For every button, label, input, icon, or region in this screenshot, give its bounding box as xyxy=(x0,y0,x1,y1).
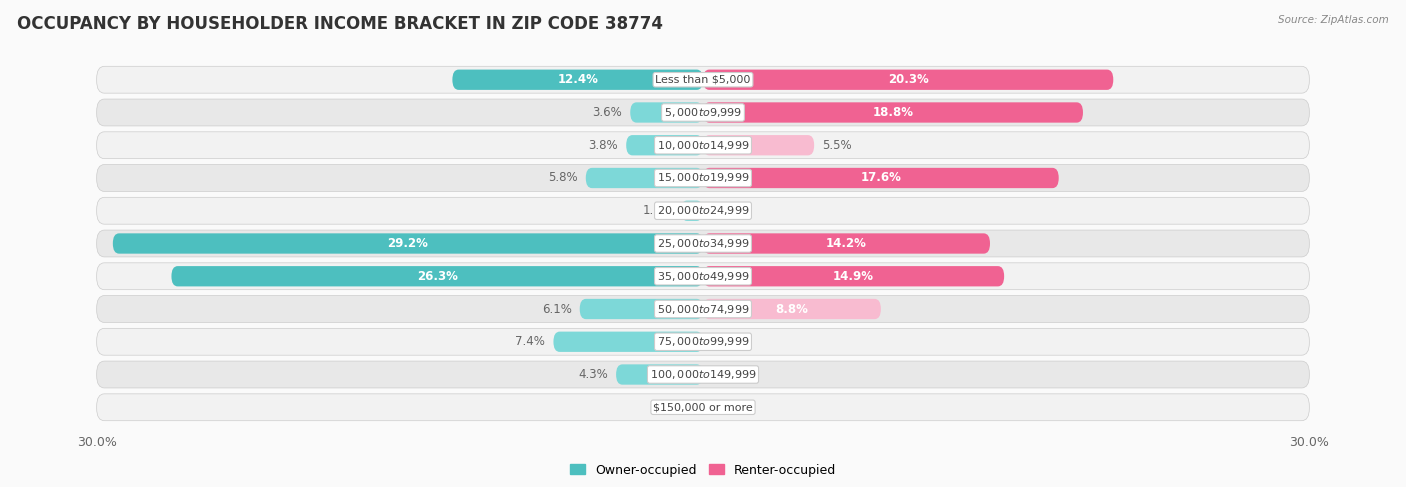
FancyBboxPatch shape xyxy=(703,266,1004,286)
Text: OCCUPANCY BY HOUSEHOLDER INCOME BRACKET IN ZIP CODE 38774: OCCUPANCY BY HOUSEHOLDER INCOME BRACKET … xyxy=(17,15,662,33)
Text: 0.0%: 0.0% xyxy=(711,204,741,217)
FancyBboxPatch shape xyxy=(97,197,1309,224)
Text: $35,000 to $49,999: $35,000 to $49,999 xyxy=(657,270,749,283)
Text: 29.2%: 29.2% xyxy=(388,237,429,250)
FancyBboxPatch shape xyxy=(97,296,1309,322)
Text: 5.8%: 5.8% xyxy=(548,171,578,185)
FancyBboxPatch shape xyxy=(703,135,814,155)
Text: $15,000 to $19,999: $15,000 to $19,999 xyxy=(657,171,749,185)
FancyBboxPatch shape xyxy=(97,132,1309,159)
Text: 3.8%: 3.8% xyxy=(589,139,619,152)
Text: $75,000 to $99,999: $75,000 to $99,999 xyxy=(657,335,749,348)
FancyBboxPatch shape xyxy=(703,299,880,319)
Text: $50,000 to $74,999: $50,000 to $74,999 xyxy=(657,302,749,316)
Text: 14.2%: 14.2% xyxy=(827,237,868,250)
Text: $100,000 to $149,999: $100,000 to $149,999 xyxy=(650,368,756,381)
Text: $10,000 to $14,999: $10,000 to $14,999 xyxy=(657,139,749,152)
FancyBboxPatch shape xyxy=(703,168,1059,188)
Text: 14.9%: 14.9% xyxy=(834,270,875,283)
Text: $5,000 to $9,999: $5,000 to $9,999 xyxy=(664,106,742,119)
FancyBboxPatch shape xyxy=(703,233,990,254)
FancyBboxPatch shape xyxy=(579,299,703,319)
Text: 0.0%: 0.0% xyxy=(711,335,741,348)
FancyBboxPatch shape xyxy=(554,332,703,352)
FancyBboxPatch shape xyxy=(703,102,1083,123)
Text: 6.1%: 6.1% xyxy=(541,302,572,316)
Text: 20.3%: 20.3% xyxy=(887,73,928,86)
Text: $150,000 or more: $150,000 or more xyxy=(654,402,752,412)
FancyBboxPatch shape xyxy=(97,230,1309,257)
Text: 5.5%: 5.5% xyxy=(823,139,852,152)
Text: 3.6%: 3.6% xyxy=(592,106,621,119)
FancyBboxPatch shape xyxy=(681,201,703,221)
FancyBboxPatch shape xyxy=(97,165,1309,191)
Text: 0.0%: 0.0% xyxy=(665,401,695,414)
FancyBboxPatch shape xyxy=(703,70,1114,90)
FancyBboxPatch shape xyxy=(626,135,703,155)
Text: 1.1%: 1.1% xyxy=(643,204,672,217)
Text: 8.8%: 8.8% xyxy=(776,302,808,316)
Text: 0.0%: 0.0% xyxy=(711,368,741,381)
FancyBboxPatch shape xyxy=(97,394,1309,421)
FancyBboxPatch shape xyxy=(630,102,703,123)
Text: Source: ZipAtlas.com: Source: ZipAtlas.com xyxy=(1278,15,1389,25)
FancyBboxPatch shape xyxy=(97,328,1309,355)
Legend: Owner-occupied, Renter-occupied: Owner-occupied, Renter-occupied xyxy=(565,459,841,482)
FancyBboxPatch shape xyxy=(97,263,1309,290)
Text: 0.0%: 0.0% xyxy=(711,401,741,414)
Text: $25,000 to $34,999: $25,000 to $34,999 xyxy=(657,237,749,250)
FancyBboxPatch shape xyxy=(172,266,703,286)
Text: 7.4%: 7.4% xyxy=(516,335,546,348)
Text: 17.6%: 17.6% xyxy=(860,171,901,185)
FancyBboxPatch shape xyxy=(453,70,703,90)
Text: $20,000 to $24,999: $20,000 to $24,999 xyxy=(657,204,749,217)
FancyBboxPatch shape xyxy=(97,99,1309,126)
Text: 26.3%: 26.3% xyxy=(416,270,458,283)
Text: 12.4%: 12.4% xyxy=(557,73,598,86)
Text: 4.3%: 4.3% xyxy=(578,368,607,381)
FancyBboxPatch shape xyxy=(97,66,1309,93)
Text: 18.8%: 18.8% xyxy=(873,106,914,119)
Text: Less than $5,000: Less than $5,000 xyxy=(655,75,751,85)
FancyBboxPatch shape xyxy=(616,364,703,385)
FancyBboxPatch shape xyxy=(97,361,1309,388)
FancyBboxPatch shape xyxy=(112,233,703,254)
FancyBboxPatch shape xyxy=(586,168,703,188)
